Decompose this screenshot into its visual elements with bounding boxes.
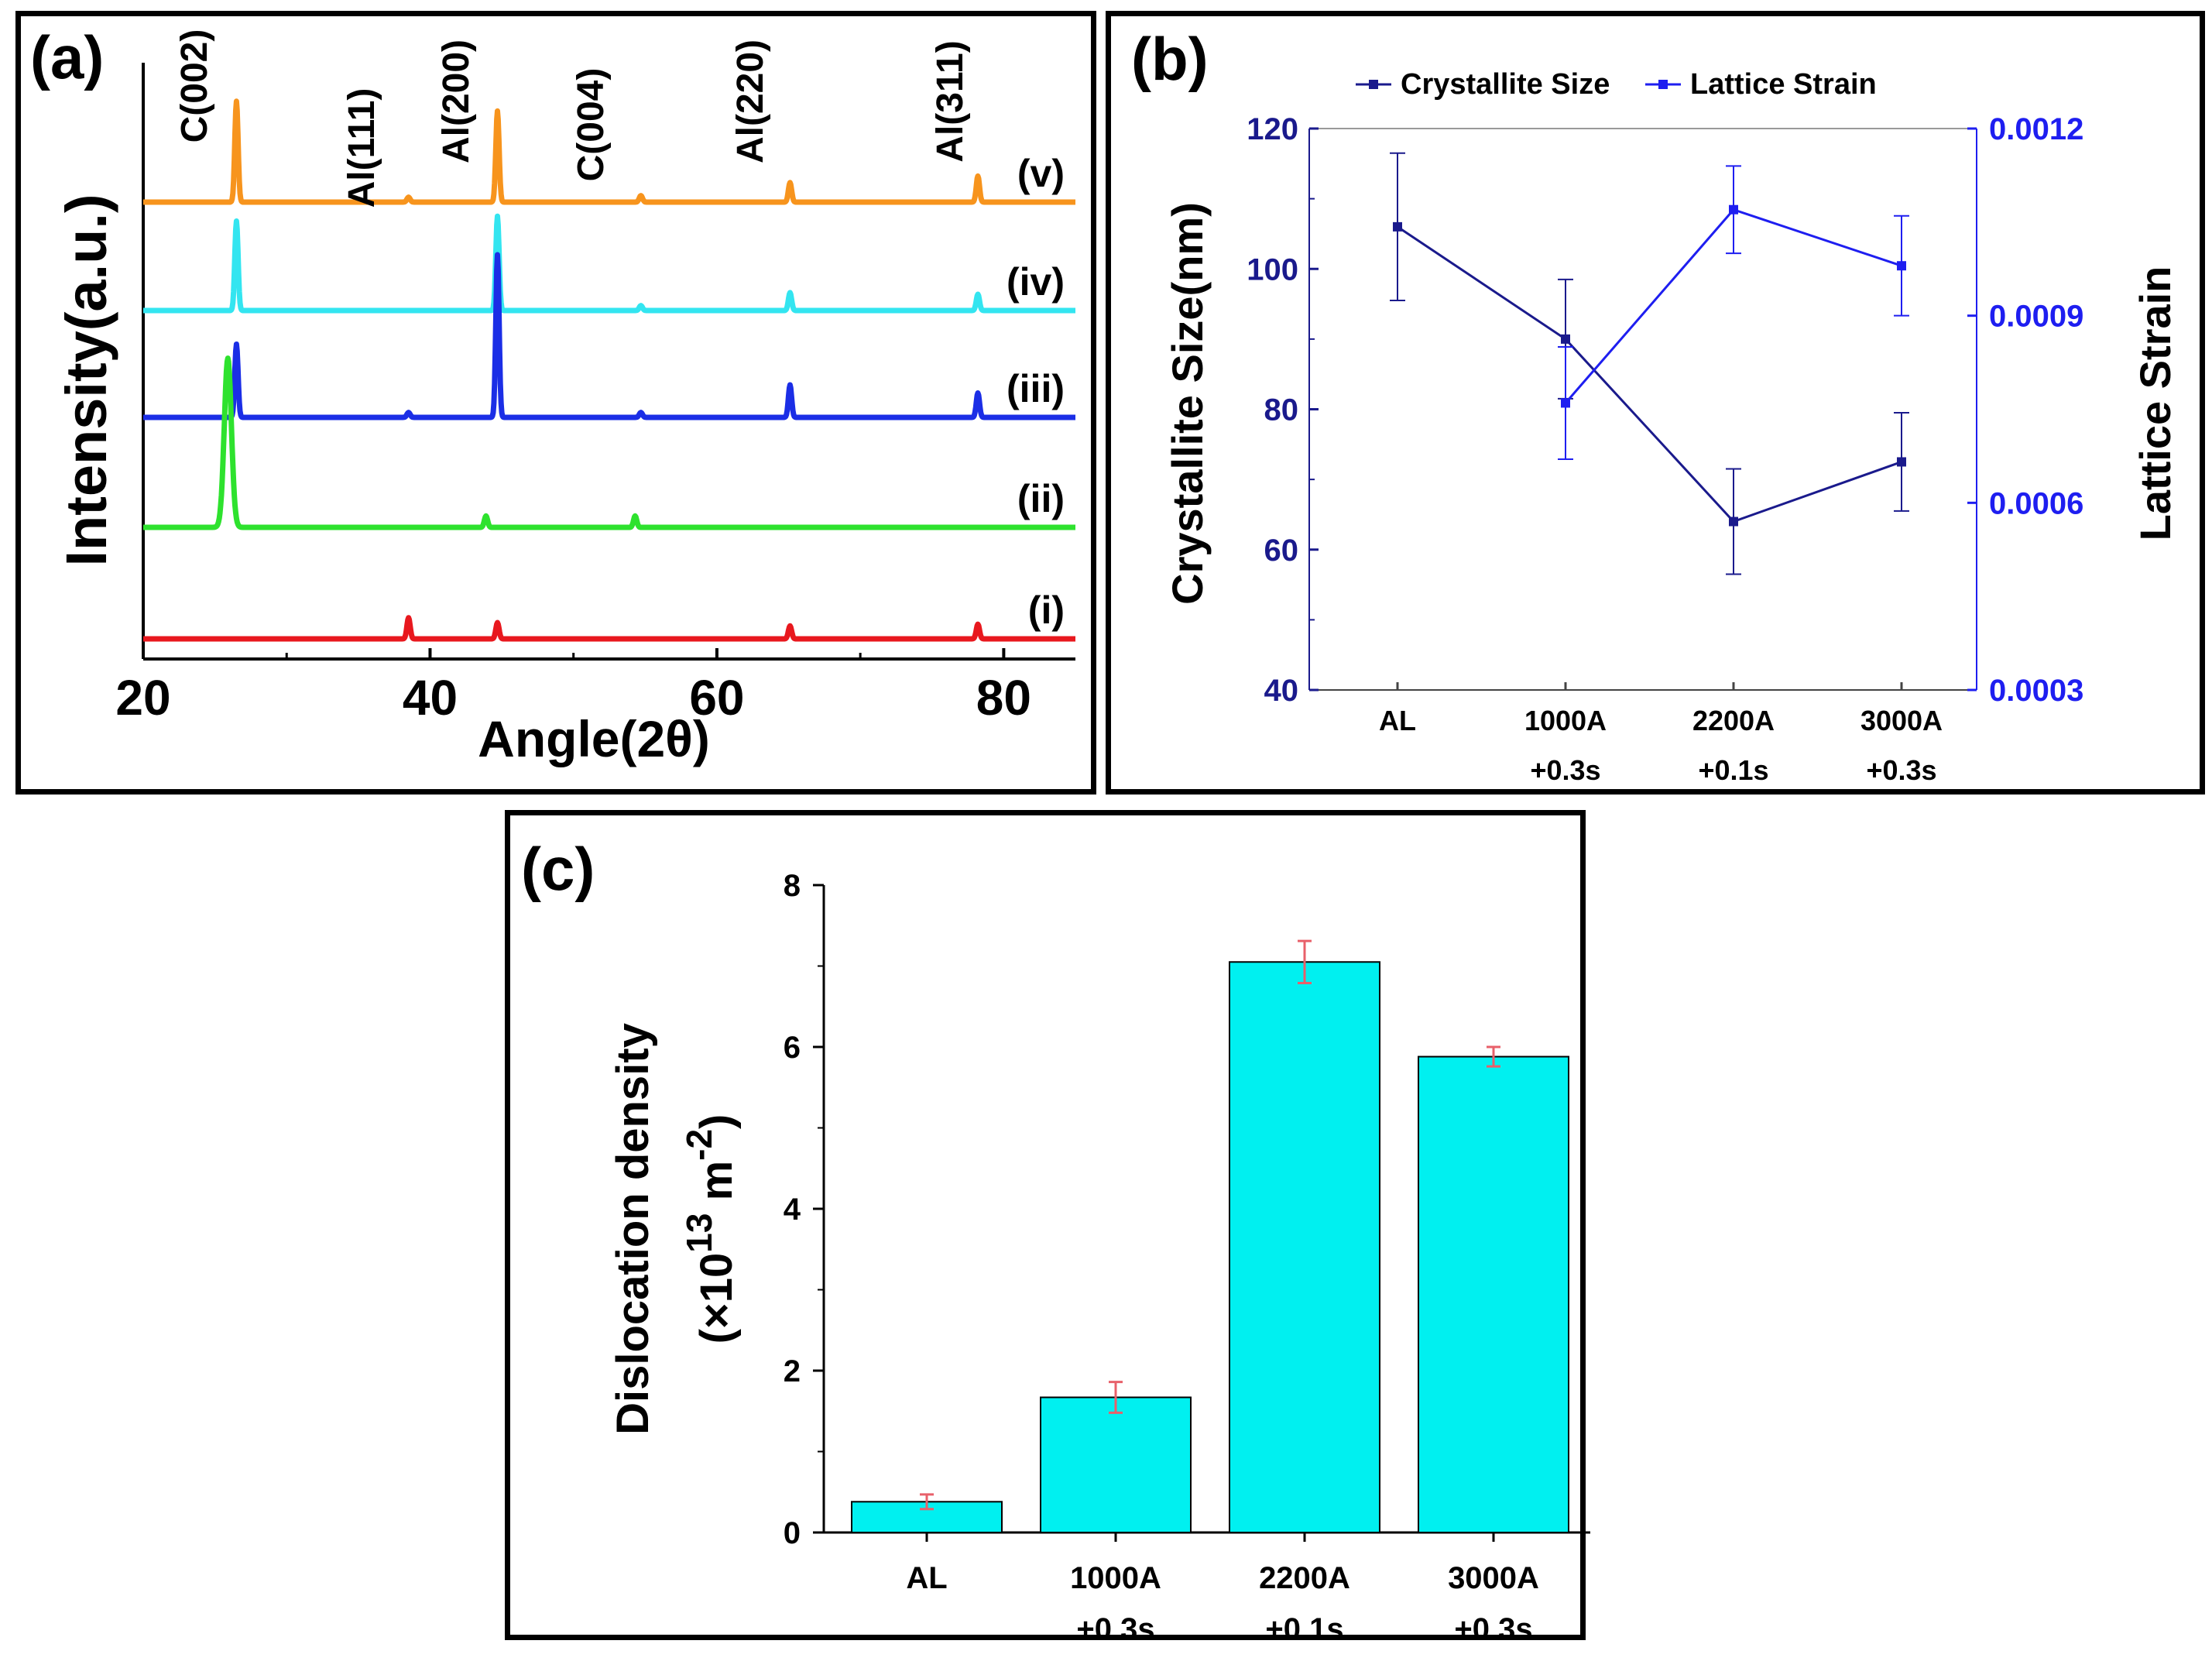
data-point — [1897, 261, 1906, 271]
panel-b-crystallite-chart: 40 60 80 100 120 0.0003 0.0006 0.0009 0.0012 AL 10… — [1106, 11, 2205, 795]
trace-label: (v) — [1017, 152, 1065, 195]
peak-label: C(004) — [571, 68, 612, 182]
x-tick-label: 3000A — [1860, 705, 1943, 736]
xrd-trace-5 — [141, 615, 1078, 642]
left-tick-label: 100 — [1247, 252, 1298, 287]
left-tick-label: 40 — [1264, 674, 1299, 708]
y-axis-unit-part: (×10 — [691, 1253, 742, 1344]
right-tick-label: 0.0003 — [1989, 674, 2083, 708]
bar — [1229, 961, 1380, 1533]
peak-label: Al(220) — [730, 39, 771, 163]
x-tick-label: +0.3s — [1076, 1612, 1154, 1646]
data-point — [1561, 398, 1570, 408]
right-tick-label: 0.0012 — [1989, 112, 2083, 146]
y-axis-unit-part: 13 — [679, 1213, 719, 1253]
series-line-1 — [1397, 225, 1902, 523]
y-axis-unit-part: -2 — [679, 1129, 719, 1161]
x-tick-label: +0.3s — [1530, 754, 1600, 786]
panel-a-xrd-chart: 20 40 60 80 Angle(2θ) Intensity(a.u.) (v) (iv) (… — [15, 11, 1096, 795]
data-point — [1729, 204, 1738, 215]
x-tick-label: 1000A — [1524, 705, 1607, 736]
right-tick-label: 0.0009 — [1989, 300, 2083, 334]
xrd-trace-2 — [141, 213, 1078, 314]
x-tick-label: +0.1s — [1265, 1612, 1343, 1646]
y-tick-label: 6 — [784, 1031, 801, 1065]
crystallite-strain-chart-svg: 40 60 80 100 120 0.0003 0.0006 0.0009 0.0012 AL 10… — [1131, 25, 2179, 786]
xrd-trace-4 — [141, 355, 1078, 530]
x-tick-label: 2200A — [1692, 705, 1775, 736]
x-tick-label: +0.3s — [1454, 1612, 1532, 1646]
dislocation-bar-chart-svg: 0 2 4 6 8 AL 1000A +0.3s 2200A +0.1s 3000A +0.3s Dis… — [521, 835, 1590, 1646]
bar — [1418, 1055, 1569, 1534]
legend-marker — [1369, 80, 1378, 89]
x-tick-label: +0.1s — [1698, 754, 1768, 786]
right-tick-label: 0.0006 — [1989, 486, 2083, 520]
x-tick-label: 3000A — [1448, 1561, 1539, 1595]
trace-label: (iii) — [1007, 367, 1065, 410]
x-tick-label: 2200A — [1259, 1561, 1350, 1595]
left-tick-label: 120 — [1247, 112, 1298, 146]
y-axis-unit-part: m — [691, 1161, 742, 1213]
y-axis-unit: (×1013 m-2) — [679, 1114, 742, 1344]
panel-label: (c) — [521, 835, 595, 903]
y-tick-label: 8 — [784, 869, 801, 903]
panel-label: (a) — [30, 23, 104, 91]
y-tick-label: 2 — [784, 1354, 801, 1388]
y-axis-unit-part: ) — [691, 1114, 742, 1129]
trace-label: (i) — [1028, 589, 1065, 632]
legend-label: Crystallite Size — [1401, 68, 1610, 101]
data-point — [1393, 221, 1402, 232]
x-tick-label: 60 — [689, 670, 744, 726]
x-tick-label: AL — [1379, 705, 1416, 736]
left-tick-label: 60 — [1264, 534, 1299, 568]
trace-label: (ii) — [1017, 477, 1065, 520]
x-tick-label: +0.3s — [1866, 754, 1936, 786]
x-tick-label: 80 — [976, 670, 1031, 726]
panel-c-dislocation-chart: 0 2 4 6 8 AL 1000A +0.3s 2200A +0.1s 3000A +0.3s Dis… — [505, 810, 1590, 1646]
y-tick-label: 4 — [784, 1193, 801, 1227]
x-axis-title: Angle(2θ) — [478, 710, 710, 767]
left-tick-label: 80 — [1264, 393, 1299, 427]
bar — [1040, 1396, 1192, 1533]
legend-label: Lattice Strain — [1690, 68, 1877, 101]
data-point — [1729, 517, 1738, 527]
legend-marker — [1658, 80, 1668, 89]
data-point — [1897, 457, 1906, 467]
x-tick-label: 40 — [403, 670, 458, 726]
y-axis-title: Intensity(a.u.) — [54, 194, 118, 566]
xrd-trace-3 — [141, 252, 1078, 420]
right-axis-title: Lattice Strain — [2131, 266, 2179, 541]
x-tick-label: 20 — [115, 670, 170, 726]
peak-label: Al(311) — [930, 40, 971, 162]
trace-label: (iv) — [1007, 260, 1065, 304]
x-tick-label: AL — [906, 1561, 947, 1595]
peak-label: C(002) — [174, 29, 215, 143]
panel-label: (b) — [1131, 25, 1209, 93]
x-tick-label: 1000A — [1070, 1561, 1161, 1595]
peak-label: Al(200) — [436, 39, 477, 163]
xrd-chart-svg: 20 40 60 80 Angle(2θ) Intensity(a.u.) (v) (iv) (… — [30, 23, 1078, 767]
peak-label: Al(111) — [341, 88, 382, 208]
xrd-trace-1 — [141, 98, 1078, 205]
y-tick-label: 0 — [784, 1516, 801, 1550]
y-axis-title: Dislocation density — [608, 1023, 658, 1435]
left-axis-title: Crystallite Size(nm) — [1163, 202, 1212, 605]
data-point — [1561, 334, 1570, 344]
